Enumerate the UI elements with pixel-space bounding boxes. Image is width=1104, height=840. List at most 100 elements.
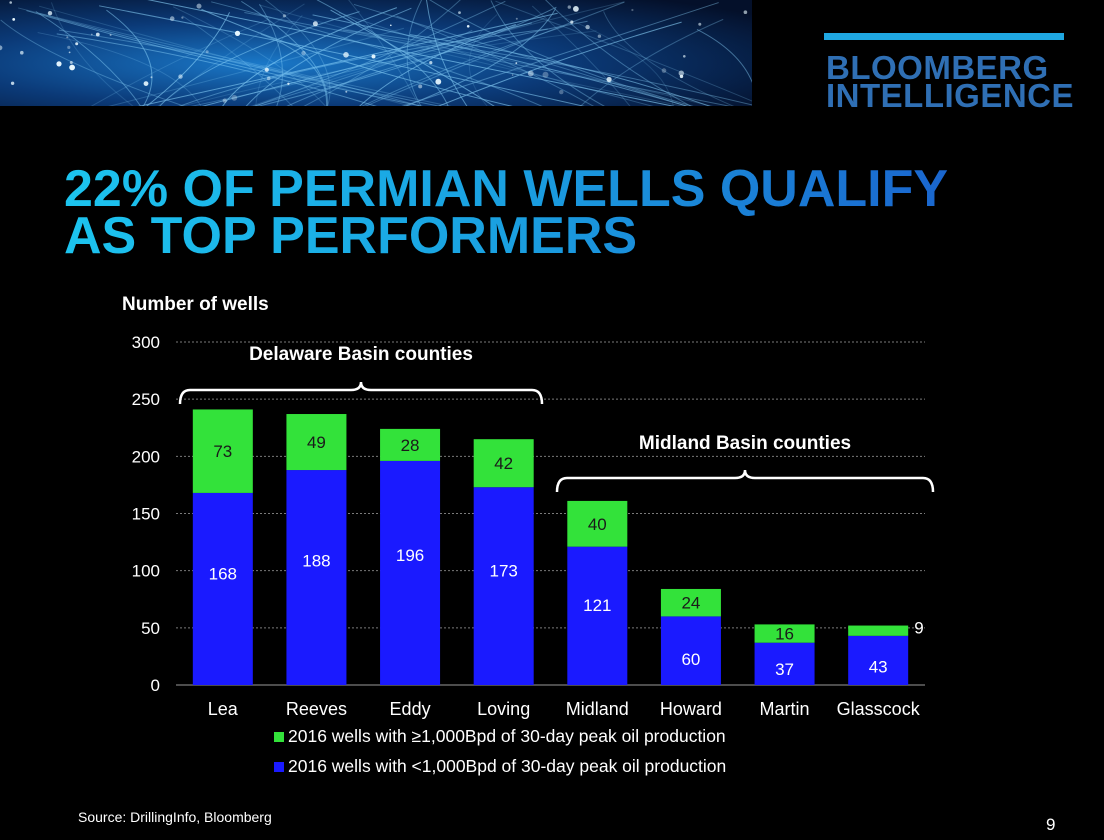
fiber-sparkle <box>12 18 16 21</box>
fiber-strand <box>241 0 328 106</box>
fiber-strand <box>106 9 153 106</box>
fiber-strand <box>468 14 498 106</box>
x-tick-label: Martin <box>760 699 810 719</box>
fiber-strand <box>348 0 420 106</box>
fiber-strand <box>190 18 545 106</box>
fiber-strand <box>696 28 752 84</box>
fiber-sparkle <box>390 24 392 27</box>
fiber-strand <box>254 0 506 106</box>
fiber-strand <box>201 8 513 106</box>
fiber-sparkle <box>20 50 24 55</box>
data-label-below: 173 <box>490 561 518 580</box>
fiber-sparkle <box>606 76 612 83</box>
brand-logo-line2: INTELLIGENCE <box>826 77 1075 114</box>
fiber-strand <box>495 0 752 102</box>
legend-swatch <box>274 762 284 772</box>
data-label-below: 60 <box>681 650 700 669</box>
y-tick-label: 0 <box>151 676 160 695</box>
fiber-sparkle <box>9 1 12 4</box>
fiber-sparkle <box>143 81 149 86</box>
bar-segment-below-1000bpd <box>567 546 628 685</box>
fiber-sparkle <box>573 5 579 12</box>
slide-title: 22% OF PERMIAN WELLS QUALIFY AS TOP PERF… <box>64 166 1064 260</box>
fiber-strand <box>338 12 654 106</box>
fiber-strand <box>211 1 543 106</box>
x-tick-label: Midland <box>566 699 629 719</box>
y-tick-label: 300 <box>132 333 160 352</box>
fiber-sparkle <box>466 25 470 28</box>
page-number: 9 <box>1046 815 1056 834</box>
fiber-strand <box>303 0 461 106</box>
fiber-sparkle <box>68 51 71 54</box>
basin-annotation: Delaware Basin counties <box>249 344 473 365</box>
fiber-sparkle <box>231 94 238 101</box>
fiber-sparkle <box>597 34 602 38</box>
fiber-strand <box>338 29 714 106</box>
brand-logo-line1: BLOOMBERG <box>826 49 1049 86</box>
fiber-strand <box>172 6 327 106</box>
bar-segment-above-1000bpd <box>286 414 347 471</box>
fiber-sparkle <box>511 74 514 76</box>
data-label-below: 168 <box>209 565 237 584</box>
fiber-sparkle <box>90 33 93 36</box>
fiber-strand <box>159 11 360 106</box>
fiber-strand <box>259 3 283 106</box>
brand-accent-bar <box>824 33 1064 40</box>
fiber-strand <box>182 15 293 106</box>
bar-segment-below-1000bpd <box>286 470 347 685</box>
fiber-sparkle <box>109 33 112 36</box>
data-label-below: 37 <box>775 660 794 679</box>
bar-segment-above-1000bpd <box>754 624 815 643</box>
fiber-strand <box>108 27 405 106</box>
fiber-strand <box>316 0 449 106</box>
fiber-strand <box>222 7 397 106</box>
x-tick-label: Loving <box>477 699 530 719</box>
data-label-above: 9 <box>914 619 923 638</box>
bar-segment-below-1000bpd <box>660 616 721 685</box>
fiber-sparkle <box>698 22 702 26</box>
fiber-sparkle <box>585 24 590 30</box>
basin-bracket <box>555 469 935 493</box>
bar-segment-above-1000bpd <box>567 500 628 547</box>
bar-segment-below-1000bpd <box>192 492 253 685</box>
legend-swatch <box>274 732 284 742</box>
fiber-strand <box>178 28 548 106</box>
x-tick-label: Eddy <box>390 699 431 719</box>
stacked-bar-chart: Number of wells 0 50 100 150 200 250 300 168 73… <box>122 294 935 776</box>
fiber-sparkle <box>69 61 73 64</box>
fiber-sparkle <box>429 61 433 65</box>
data-label-below: 196 <box>396 546 424 565</box>
fiber-sparkle <box>515 17 518 20</box>
bar-segment-above-1000bpd <box>380 428 441 461</box>
y-tick-label: 250 <box>132 390 160 409</box>
bar-segment-above-1000bpd <box>192 409 253 493</box>
fiber-strand <box>250 1 625 106</box>
bar-segment-above-1000bpd <box>660 588 721 617</box>
legend-label: 2016 wells with ≥1,000Bpd of 30-day peak… <box>288 726 726 746</box>
fiber-strand <box>257 6 557 106</box>
bar-segment-below-1000bpd <box>848 635 909 685</box>
data-label-above: 24 <box>681 594 700 613</box>
fiber-sparkle <box>683 55 686 58</box>
fiber-sparkle <box>567 5 571 9</box>
fiber-strand <box>361 25 565 106</box>
fiber-optic-banner <box>0 0 752 106</box>
fiber-sparkle <box>345 90 348 93</box>
bar-segment-below-1000bpd <box>473 487 534 685</box>
fiber-sparkle <box>743 10 748 14</box>
fiber-sparkle <box>542 71 549 78</box>
data-label-above: 42 <box>494 454 513 473</box>
fiber-strand <box>201 22 532 106</box>
fiber-sparkle <box>67 45 71 50</box>
fiber-sparkle <box>75 42 79 46</box>
y-tick-label: 50 <box>141 619 160 638</box>
data-label-above: 49 <box>307 433 326 452</box>
fiber-sparkle <box>196 3 202 9</box>
fiber-sparkle <box>661 68 667 73</box>
x-tick-label: Lea <box>208 699 239 719</box>
fiber-strand <box>180 30 597 106</box>
fiber-strand <box>0 19 186 106</box>
fiber-sparkle <box>435 78 442 85</box>
fiber-strand <box>59 29 422 106</box>
fiber-strand <box>409 34 711 106</box>
